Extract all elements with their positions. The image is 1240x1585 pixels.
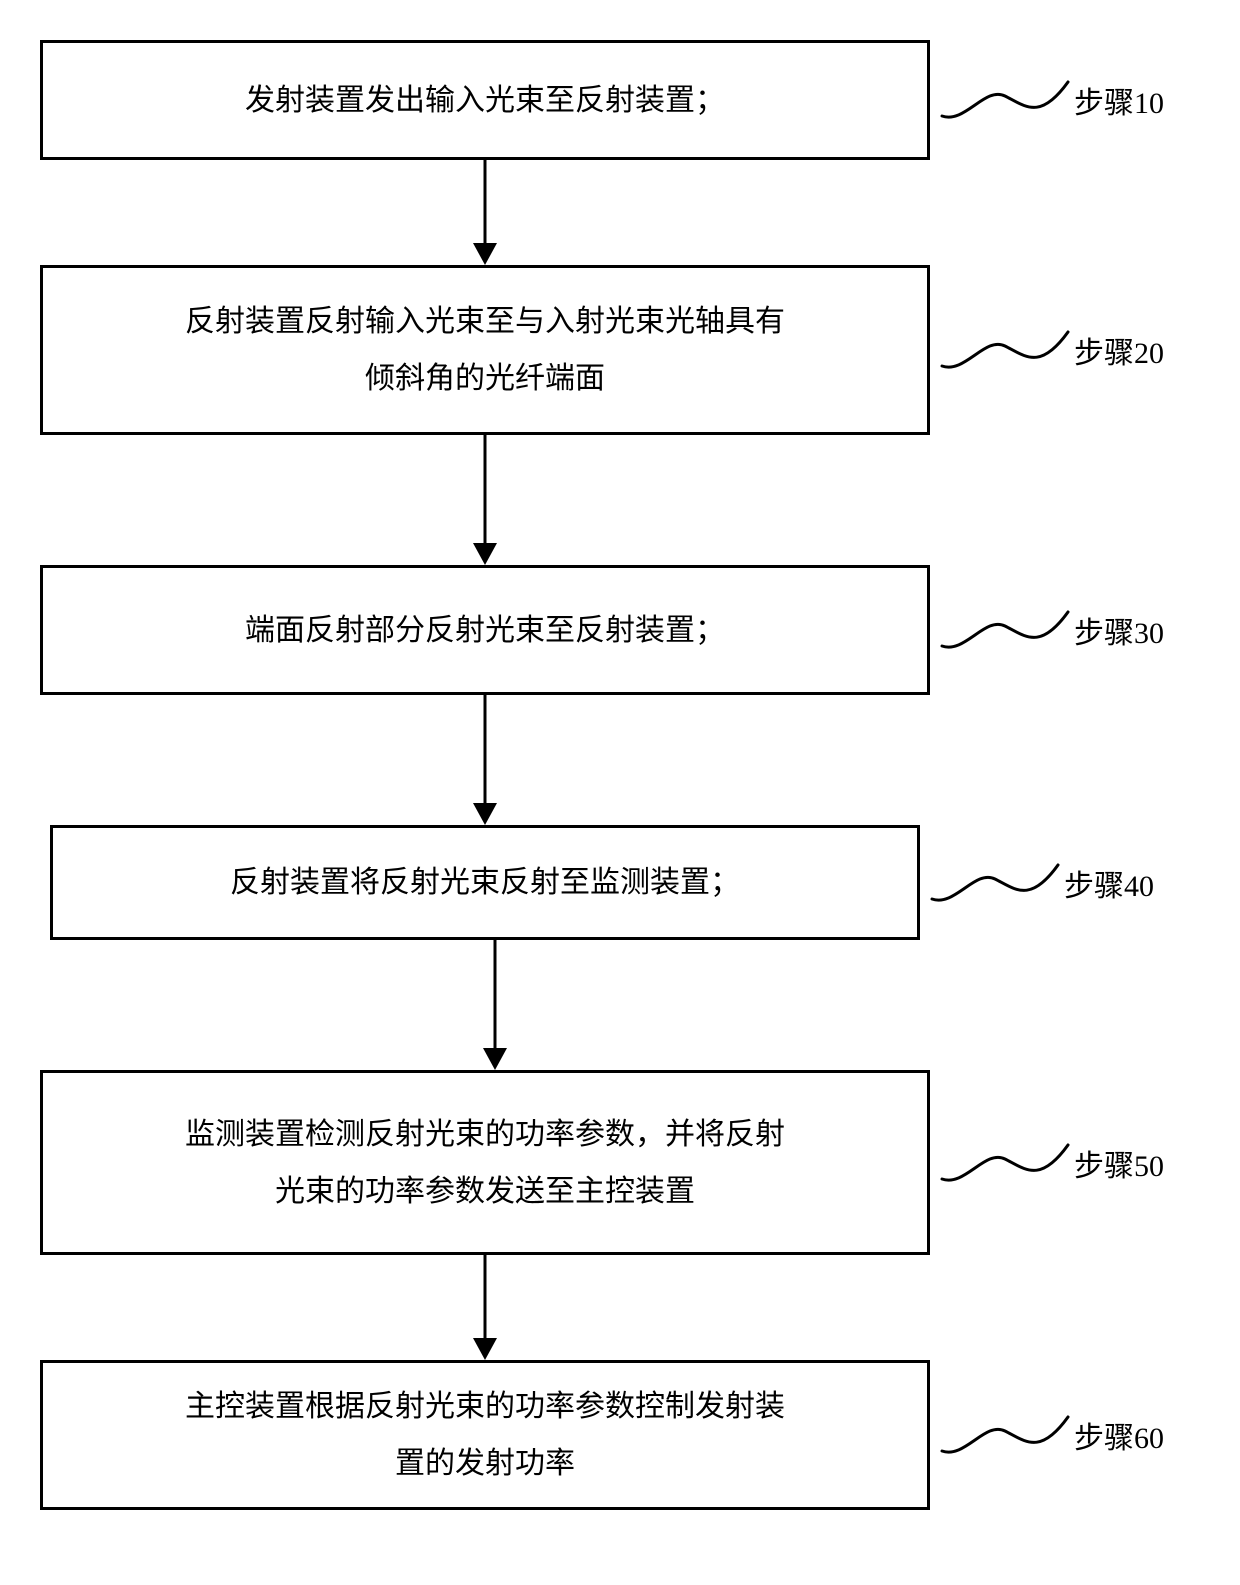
squiggle-connector-icon [940,76,1070,124]
flow-step-label-text: 步骤60 [1074,1413,1164,1457]
flow-step-box: 反射装置反射输入光束至与入射光束光轴具有倾斜角的光纤端面 [40,265,930,435]
flow-step-label-text: 步骤50 [1074,1141,1164,1185]
flow-step-box: 监测装置检测反射光束的功率参数，并将反射光束的功率参数发送至主控装置 [40,1070,930,1255]
flow-arrow [40,435,930,565]
flow-step-label-text: 步骤40 [1064,861,1154,905]
flow-step-row: 反射装置将反射光束反射至监测装置； 步骤40 [40,825,1200,940]
squiggle-connector-icon [930,859,1060,907]
squiggle-connector-icon [940,1411,1070,1459]
flow-step-label: 步骤10 [940,76,1164,124]
flow-step-label: 步骤50 [940,1139,1164,1187]
flow-step-row: 主控装置根据反射光束的功率参数控制发射装置的发射功率 步骤60 [40,1360,1200,1510]
flow-step-text: 反射装置将反射光束反射至监测装置； [230,854,740,911]
flow-step-text: 发射装置发出输入光束至反射装置； [245,72,725,129]
flow-step-label: 步骤60 [940,1411,1164,1459]
flow-step-text: 端面反射部分反射光束至反射装置； [245,602,725,659]
squiggle-connector-icon [940,326,1070,374]
arrow-line-icon [494,940,497,1050]
flow-arrow [40,1255,930,1360]
flow-step-text: 监测装置检测反射光束的功率参数，并将反射光束的功率参数发送至主控装置 [185,1106,785,1220]
flowchart-container: 发射装置发出输入光束至反射装置； 步骤10 反射装置反射输入光束至与入射光束光轴具有… [40,40,1200,1510]
flow-arrow [40,695,930,825]
flow-step-row: 监测装置检测反射光束的功率参数，并将反射光束的功率参数发送至主控装置 步骤50 [40,1070,1200,1255]
flow-step-text: 主控装置根据反射光束的功率参数控制发射装置的发射功率 [185,1378,785,1492]
flow-step-row: 发射装置发出输入光束至反射装置； 步骤10 [40,40,1200,160]
flow-step-row: 反射装置反射输入光束至与入射光束光轴具有倾斜角的光纤端面 步骤20 [40,265,1200,435]
flow-step-label: 步骤30 [940,606,1164,654]
arrow-head-icon [473,803,497,825]
arrow-head-icon [473,1338,497,1360]
flow-step-box: 反射装置将反射光束反射至监测装置； [50,825,920,940]
flow-step-label-text: 步骤20 [1074,328,1164,372]
flow-step-label-text: 步骤30 [1074,608,1164,652]
arrow-head-icon [473,543,497,565]
arrow-head-icon [473,243,497,265]
arrow-line-icon [484,1255,487,1340]
arrow-line-icon [484,435,487,545]
flow-step-box: 主控装置根据反射光束的功率参数控制发射装置的发射功率 [40,1360,930,1510]
squiggle-connector-icon [940,606,1070,654]
arrow-line-icon [484,695,487,805]
flow-arrow [50,940,920,1070]
flow-step-label: 步骤40 [930,859,1154,907]
flow-step-text: 反射装置反射输入光束至与入射光束光轴具有倾斜角的光纤端面 [185,293,785,407]
flow-step-box: 发射装置发出输入光束至反射装置； [40,40,930,160]
arrow-line-icon [484,160,487,245]
flow-step-label-text: 步骤10 [1074,78,1164,122]
arrow-head-icon [483,1048,507,1070]
flow-step-box: 端面反射部分反射光束至反射装置； [40,565,930,695]
squiggle-connector-icon [940,1139,1070,1187]
flow-step-label: 步骤20 [940,326,1164,374]
flow-step-row: 端面反射部分反射光束至反射装置； 步骤30 [40,565,1200,695]
flow-arrow [40,160,930,265]
